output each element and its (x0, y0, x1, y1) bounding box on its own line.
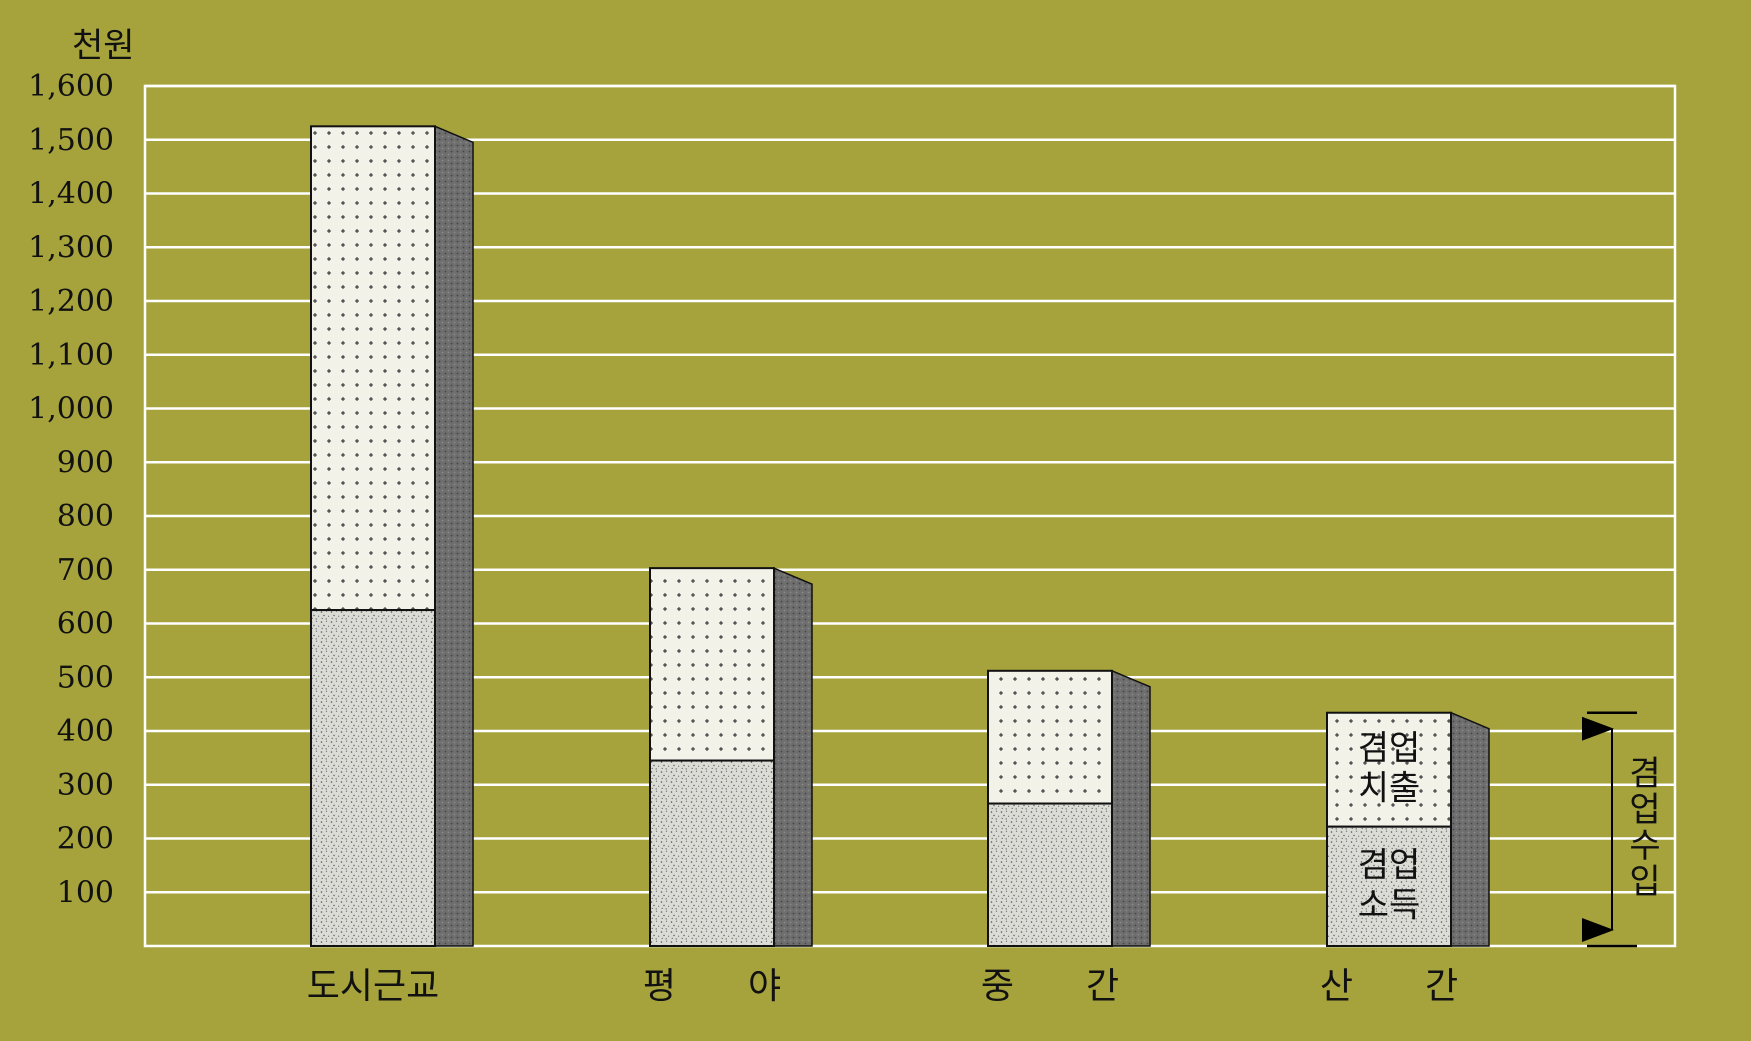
y-tick-label: 300 (57, 768, 114, 803)
bar-segment-income (987, 802, 1113, 947)
bar-segment-expense (310, 125, 436, 612)
inline-label-expense: 치출 (1358, 769, 1421, 809)
bar-segment-income (1326, 825, 1452, 947)
bracket-label-char: 입 (1629, 862, 1660, 902)
y-axis-ticks: 100 200 300 400 500 600 700 800 900 1,000 1,100 1,2… (28, 69, 114, 910)
inline-label-expense: 겸업 (1358, 729, 1421, 769)
bar-segment-income (310, 609, 436, 947)
y-tick-label: 1,500 (28, 123, 114, 158)
y-axis-unit: 천원 (72, 26, 135, 66)
category-label: 산 간 (1320, 966, 1458, 1007)
y-tick-label: 1,100 (28, 338, 114, 373)
bar-side (1111, 669, 1151, 947)
y-tick-label: 600 (57, 607, 114, 642)
y-tick-label: 900 (57, 445, 114, 480)
y-tick-label: 1,200 (28, 284, 114, 319)
bars (310, 125, 1490, 947)
bar-segment-expense (987, 669, 1113, 805)
bar-side (434, 125, 474, 947)
category-label: 중 간 (981, 966, 1119, 1007)
y-tick-label: 1,300 (28, 230, 114, 265)
bracket-label-char: 수 (1629, 826, 1660, 866)
y-tick-label: 500 (57, 660, 114, 695)
y-tick-label: 700 (57, 553, 114, 588)
y-tick-label: 200 (57, 822, 114, 857)
category-label: 평 야 (643, 966, 781, 1007)
bracket-label-char: 업 (1629, 790, 1660, 830)
y-tick-label: 1,400 (28, 177, 114, 212)
bar-side (773, 567, 813, 947)
bar-side (1450, 711, 1490, 947)
y-tick-label: 100 (57, 875, 114, 910)
bracket-label-char: 겸 (1629, 754, 1660, 794)
bar-segment-expense (649, 567, 775, 762)
y-tick-label: 1,600 (28, 69, 114, 104)
bar-segment-income (649, 759, 775, 947)
inline-label-income: 소득 (1358, 885, 1421, 925)
y-tick-label: 1,000 (28, 392, 114, 427)
category-label: 도시근교 (307, 966, 439, 1007)
y-tick-label: 400 (57, 714, 114, 749)
inline-label-income: 겸업 (1358, 845, 1421, 885)
y-tick-label: 800 (57, 499, 114, 534)
